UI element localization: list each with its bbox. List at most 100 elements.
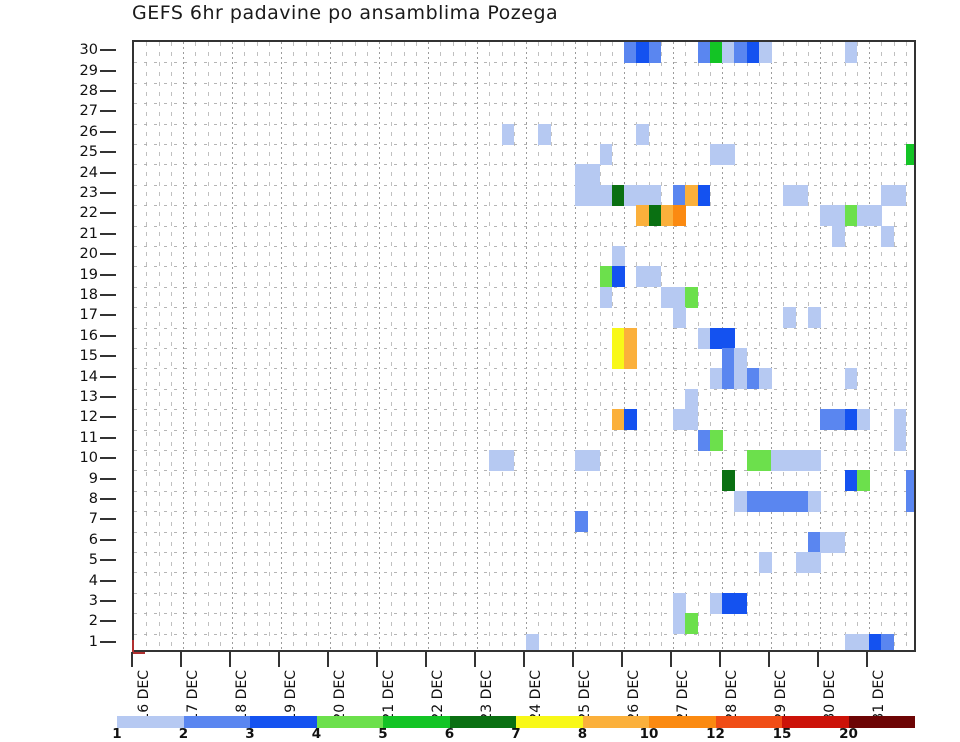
- colorbar-segment: [383, 716, 450, 728]
- gridline-horizontal: [134, 144, 914, 145]
- heatmap-cell: [685, 409, 699, 431]
- heatmap-cell: [685, 388, 699, 410]
- origin-tick-horizontal: [133, 652, 145, 654]
- colorbar: [117, 716, 915, 728]
- heatmap-cell: [758, 552, 772, 573]
- y-tick-label: 16: [79, 327, 98, 344]
- heatmap-cell: [795, 450, 809, 471]
- x-tick-mark: [425, 652, 427, 667]
- heatmap-cell: [587, 450, 601, 471]
- heatmap-cell: [648, 205, 662, 227]
- colorbar-tick-label: 20: [839, 726, 858, 742]
- y-tick-label: 21: [79, 225, 98, 242]
- heatmap-cell: [893, 429, 907, 451]
- heatmap-cell: [893, 409, 907, 431]
- heatmap-cell: [734, 368, 748, 390]
- gridline-vertical-minor: [293, 42, 295, 650]
- colorbar-segment: [449, 716, 516, 728]
- gridline-horizontal: [134, 123, 914, 125]
- heatmap-cell: [685, 613, 699, 635]
- heatmap-cell: [722, 144, 735, 165]
- x-tick-label: 30 DEC: [822, 670, 838, 722]
- heatmap-cell: [881, 633, 895, 650]
- heatmap-cell: [807, 450, 821, 471]
- heatmap-cell: [820, 205, 833, 227]
- y-tick-mark: [100, 273, 116, 276]
- heatmap-cell: [722, 327, 735, 349]
- y-tick-label: 25: [79, 143, 98, 160]
- heatmap-cell: [905, 470, 914, 492]
- heatmap-cell: [611, 184, 625, 206]
- y-tick-label: 24: [79, 164, 98, 181]
- y-tick-mark: [100, 49, 116, 52]
- gridline-vertical-minor: [599, 42, 601, 650]
- heatmap-cell: [905, 144, 914, 165]
- gridline-vertical-minor: [440, 42, 442, 650]
- heatmap-cell: [734, 592, 748, 614]
- heatmap-cell: [660, 286, 674, 308]
- heatmap-cell: [709, 42, 723, 63]
- colorbar-segment: [649, 716, 716, 728]
- y-tick-label: 6: [88, 531, 98, 548]
- y-tick-label: 26: [79, 123, 98, 140]
- gridline-horizontal: [134, 552, 914, 553]
- gridline-vertical-minor: [464, 42, 466, 650]
- x-tick-mark: [866, 652, 868, 667]
- origin-tick-vertical: [132, 640, 134, 654]
- plot-area: [132, 40, 916, 652]
- y-tick-label: 15: [79, 347, 98, 364]
- gridline-vertical-minor: [452, 42, 454, 650]
- heatmap-cell: [624, 409, 637, 431]
- heatmap-cell: [771, 450, 784, 471]
- heatmap-cell: [673, 592, 686, 614]
- y-tick-mark: [100, 416, 116, 419]
- y-tick-label: 10: [79, 449, 98, 466]
- heatmap-cell: [636, 184, 650, 206]
- gridline-vertical-minor: [856, 42, 858, 650]
- x-tick-mark: [621, 652, 623, 667]
- gridline-vertical-minor: [366, 42, 368, 650]
- gridline-horizontal: [134, 266, 914, 268]
- heatmap-cell: [758, 42, 772, 63]
- gridline-vertical-major: [330, 42, 331, 650]
- heatmap-cell: [648, 184, 662, 206]
- gridline-vertical-minor: [746, 42, 748, 650]
- heatmap-cell: [599, 184, 613, 206]
- colorbar-segment: [582, 716, 649, 728]
- heatmap-cell: [844, 470, 858, 492]
- colorbar-tick-label: 6: [444, 726, 455, 742]
- gridline-vertical-minor: [807, 42, 809, 650]
- heatmap-cell: [807, 531, 821, 553]
- heatmap-cell: [783, 307, 797, 329]
- gridline-vertical-minor: [317, 42, 319, 650]
- x-tick-mark: [719, 652, 721, 667]
- gridline-vertical-minor: [538, 42, 540, 650]
- y-tick-mark: [100, 559, 116, 562]
- gridline-vertical-minor: [844, 42, 846, 650]
- x-tick-mark: [278, 652, 280, 667]
- gridline-vertical-major: [183, 42, 184, 650]
- heatmap-cell: [746, 490, 760, 512]
- x-tick-label: 27 DEC: [675, 670, 691, 722]
- heatmap-cell: [722, 470, 735, 492]
- heatmap-cell: [844, 633, 858, 650]
- gridline-vertical-major: [820, 42, 821, 650]
- x-tick-mark: [229, 652, 231, 667]
- y-tick-label: 12: [79, 409, 98, 426]
- y-tick-mark: [100, 212, 116, 215]
- gridline-horizontal: [134, 246, 914, 247]
- heatmap-cell: [697, 429, 711, 451]
- colorbar-segment: [516, 716, 583, 728]
- x-tick-mark: [768, 652, 770, 667]
- y-tick-label: 2: [88, 613, 98, 630]
- gridline-vertical-major: [379, 42, 380, 650]
- gridline-horizontal: [134, 633, 914, 635]
- colorbar-labels: 1 2 3 4 5 6 7 8 10 12 15 20: [112, 726, 915, 742]
- heatmap-cell: [734, 42, 748, 63]
- heatmap-cell: [660, 205, 674, 227]
- x-tick-label: 19 DEC: [283, 670, 299, 722]
- heatmap-cell: [685, 184, 699, 206]
- x-tick-label: 18 DEC: [234, 670, 250, 722]
- heatmap-cell: [538, 123, 552, 145]
- y-tick-label: 28: [79, 82, 98, 99]
